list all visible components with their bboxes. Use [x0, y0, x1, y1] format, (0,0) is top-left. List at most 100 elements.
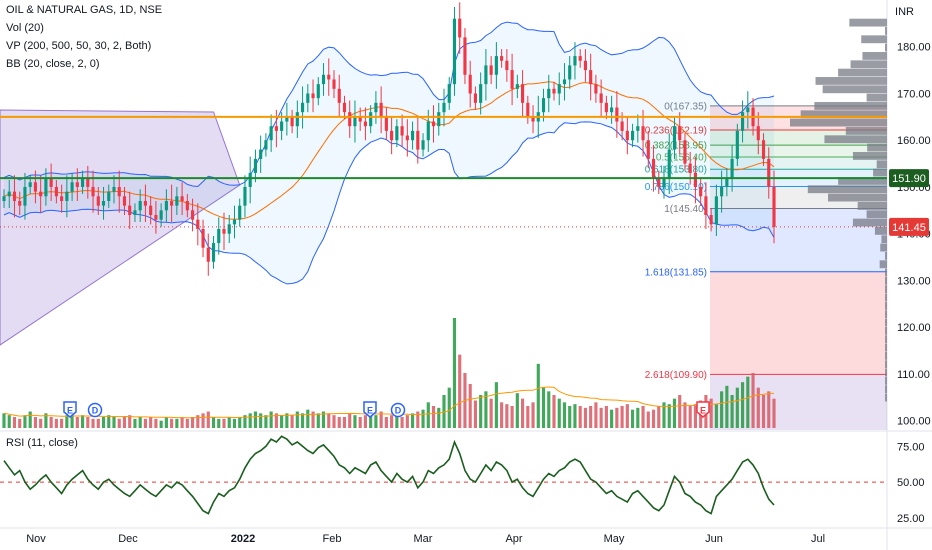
event-shape: [63, 401, 77, 418]
candle: [133, 203, 137, 223]
volume-bar: [772, 398, 776, 428]
candle: [327, 58, 331, 96]
event-marker: E: [696, 401, 710, 418]
volume-legend: Vol (20): [6, 22, 44, 34]
candle-body: [730, 158, 734, 178]
candle: [625, 116, 629, 155]
candle-body: [767, 158, 771, 187]
volume-bar: [107, 415, 111, 428]
volume-bar: [442, 395, 446, 428]
volume-bar: [112, 417, 116, 428]
volume-bar: [243, 415, 247, 428]
candle: [589, 53, 593, 101]
volume-bar: [327, 413, 331, 428]
volume-profile-bin: [880, 243, 887, 252]
candle-body: [107, 191, 111, 201]
volume-bar: [672, 398, 677, 428]
candle: [578, 49, 582, 68]
event-label: E: [700, 406, 706, 416]
volume-profile-bin: [849, 18, 887, 27]
volume-bar: [222, 418, 226, 428]
fib-level-label: 2.618(109.90): [645, 370, 707, 381]
candle-body: [772, 186, 776, 227]
volume-bar: [133, 418, 137, 428]
candle-body: [761, 140, 766, 159]
candle: [363, 107, 367, 141]
candle-body: [75, 182, 79, 187]
candle: [285, 102, 289, 136]
candle-body: [379, 102, 383, 117]
bollinger-upper: [3, 21, 775, 188]
candle-body: [693, 172, 697, 187]
volume-bar: [81, 415, 85, 428]
event-shape: [363, 401, 377, 418]
candle-body: [60, 196, 64, 201]
price-label-text: 151.90: [892, 173, 926, 185]
volume-bar: [500, 402, 504, 428]
candle: [44, 168, 48, 206]
candle-body: [28, 182, 32, 187]
event-label: E: [67, 406, 73, 416]
candle: [610, 95, 614, 124]
candle-body: [180, 196, 184, 201]
volume-bar: [170, 418, 174, 428]
candle: [473, 86, 477, 110]
volume-bar: [657, 406, 661, 428]
candle: [479, 72, 483, 115]
candle-body: [431, 121, 436, 127]
bollinger-legend: BB (20, close, 2, 0): [6, 58, 100, 70]
volume-profile-bin: [822, 85, 887, 94]
time-tick: Jun: [705, 533, 723, 545]
volume-bar: [578, 406, 582, 428]
volume-profile-bin: [885, 326, 887, 335]
event-marker: E: [363, 401, 377, 418]
volume-profile-bin: [885, 310, 887, 319]
volume-bar: [159, 420, 163, 428]
candle-body: [395, 126, 399, 141]
candle-body: [196, 219, 200, 230]
candle-body: [280, 121, 284, 131]
volume-bar: [615, 407, 619, 428]
volume-profile-bin: [885, 285, 887, 294]
volume-bar: [49, 417, 53, 428]
candle: [746, 91, 750, 129]
candle-body: [191, 210, 195, 220]
volume-profile-bin: [885, 27, 887, 35]
volume-bar: [641, 406, 645, 428]
candle: [431, 105, 436, 143]
candle-body: [274, 126, 278, 131]
volume-bar: [468, 384, 472, 428]
volume-bar: [678, 395, 682, 428]
price-tick: 100.00: [897, 416, 931, 428]
candle-body: [306, 93, 310, 103]
candle-body: [2, 196, 6, 201]
volume-bar: [421, 409, 425, 428]
volume-profile-bin: [807, 185, 887, 194]
candle-body: [122, 196, 127, 206]
candle: [458, 2, 462, 54]
candle-body: [610, 107, 614, 113]
candle: [515, 74, 519, 99]
candle-body: [421, 140, 425, 150]
volume-bar: [573, 404, 577, 428]
volume-bar: [541, 387, 546, 428]
candle-body: [662, 177, 666, 187]
volume-bar: [201, 413, 205, 428]
candle-body: [646, 140, 650, 159]
candle-body: [358, 116, 362, 122]
candle: [421, 133, 425, 157]
price-label: 151.90: [889, 169, 929, 188]
volume-bar: [631, 409, 635, 428]
volume-profile-bin: [885, 335, 887, 344]
horizontal-lines[interactable]: [0, 115, 887, 228]
candle: [238, 198, 242, 227]
candle-body: [264, 140, 268, 150]
candle-body: [641, 126, 645, 141]
volume-bar: [269, 411, 273, 428]
candle: [547, 74, 551, 113]
candle-body: [390, 130, 394, 141]
volume-bar: [164, 417, 168, 428]
